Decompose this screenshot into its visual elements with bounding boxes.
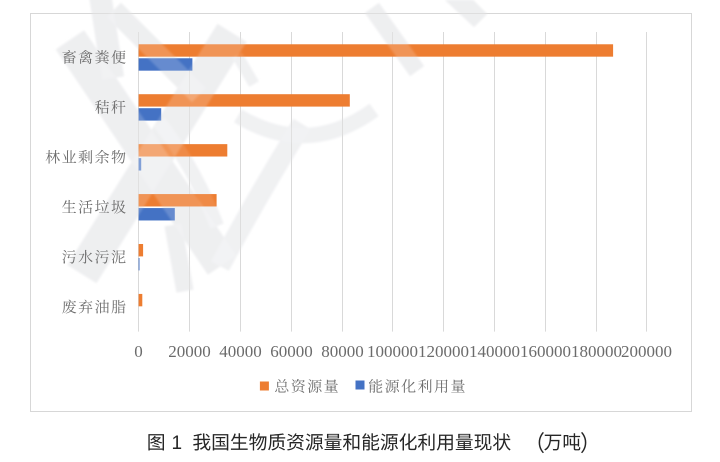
svg-text:60000: 60000 (270, 342, 313, 361)
svg-text:100000: 100000 (367, 342, 418, 361)
svg-text:20000: 20000 (168, 342, 211, 361)
svg-text:1: 1 (172, 433, 183, 454)
svg-text:180000: 180000 (571, 342, 622, 361)
svg-text:120000: 120000 (418, 342, 469, 361)
svg-text:200000: 200000 (621, 342, 672, 361)
svg-text:160000: 160000 (520, 342, 571, 361)
svg-text:80000: 80000 (321, 342, 364, 361)
svg-text:140000: 140000 (469, 342, 520, 361)
svg-text:40000: 40000 (219, 342, 262, 361)
svg-text:0: 0 (134, 342, 143, 361)
